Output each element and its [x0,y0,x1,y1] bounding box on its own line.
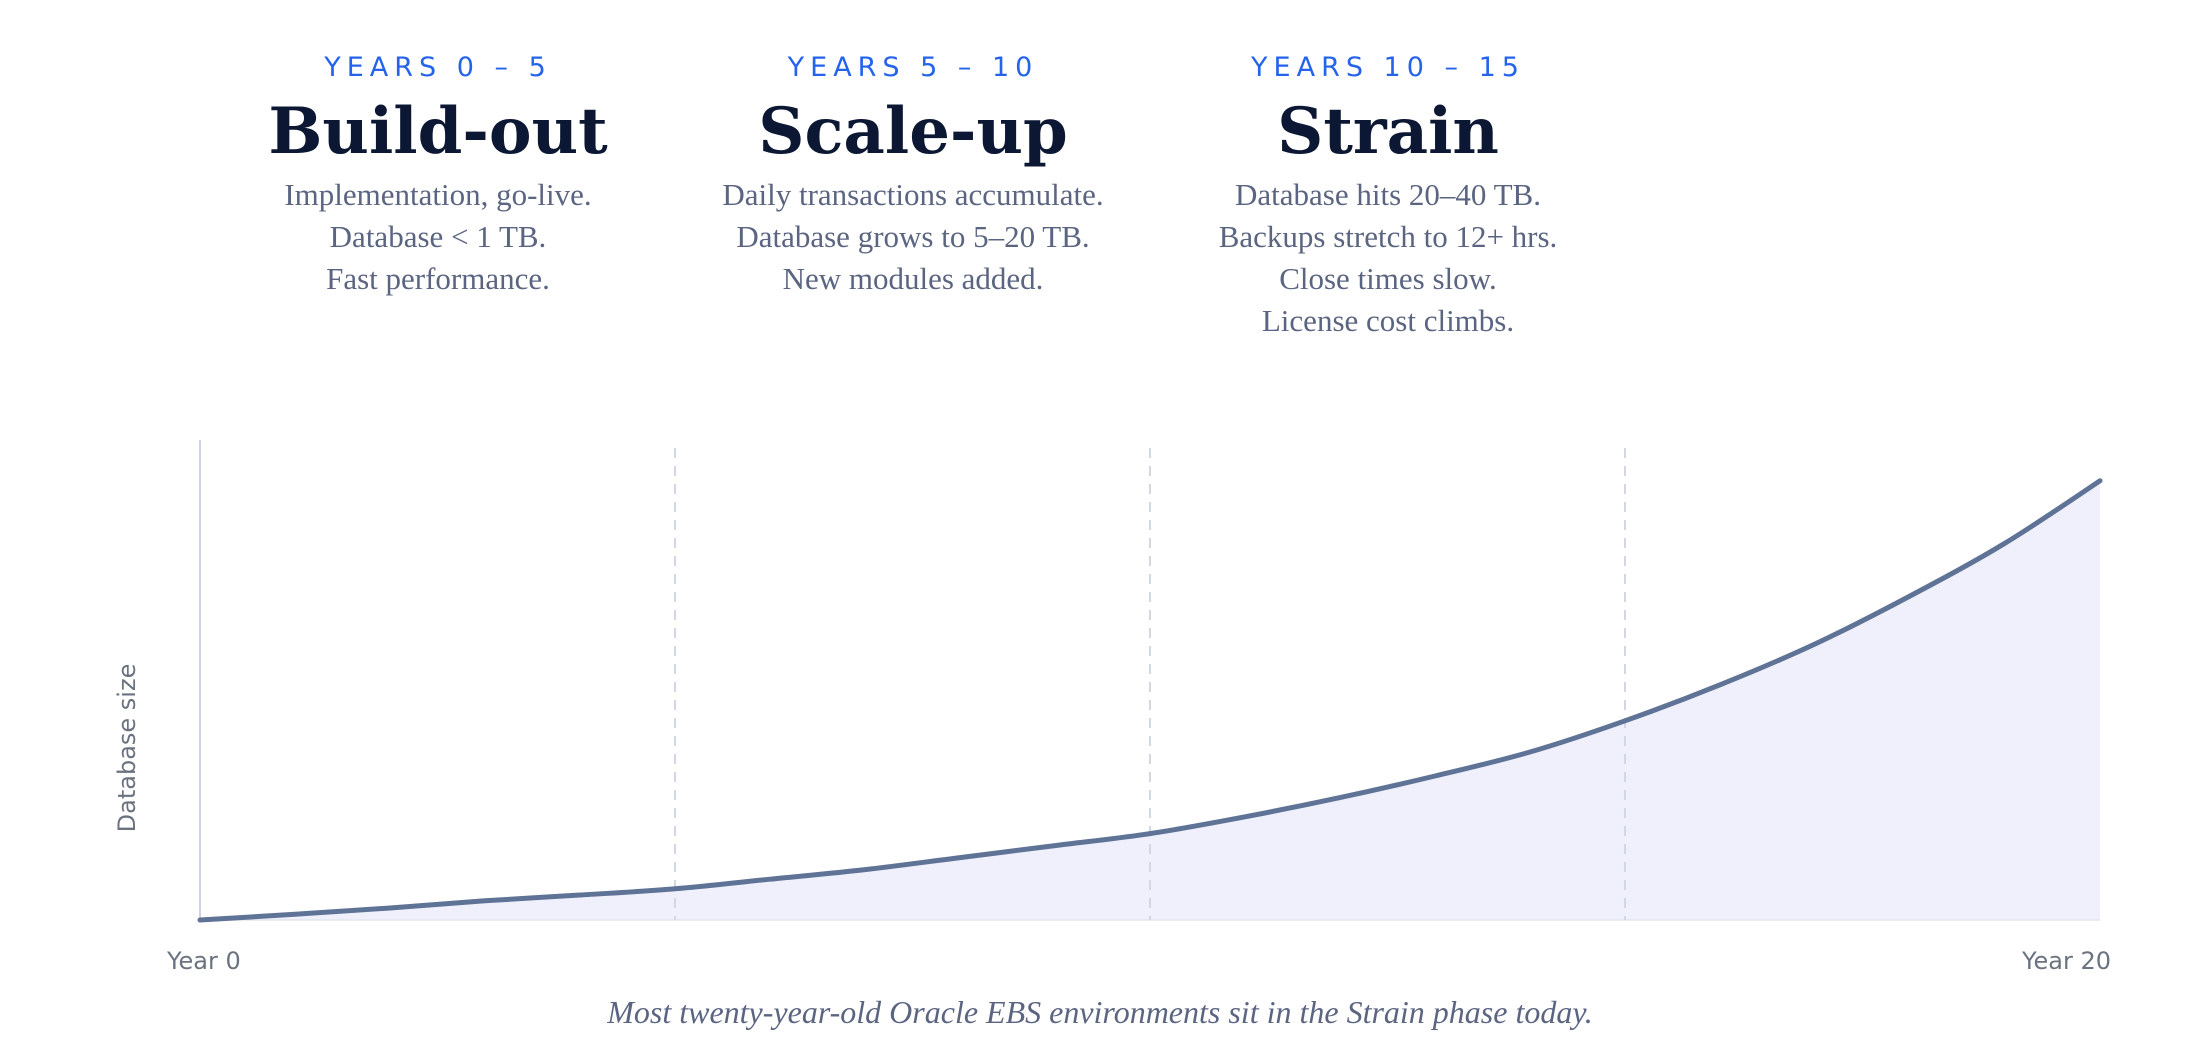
phase-description-line: License cost climbs. [1261,303,1515,338]
phase-years-label: YEARS 5 – 10 [787,52,1039,83]
phase-description-line: Implementation, go-live. [284,177,592,212]
phase-description: Database hits 20–40 TB. Backups stretch … [1148,174,1628,342]
phase-strain: YEARS 10 – 15 Strain Database hits 20–40… [1148,48,1628,342]
phase-title: Strain [1277,94,1499,169]
phase-description-line: Database hits 20–40 TB. [1235,177,1541,212]
phase-description: Daily transactions accumulate. Database … [673,174,1153,300]
phase-build-out: YEARS 0 – 5 Build-out Implementation, go… [198,48,678,300]
chart-caption: Most twenty-year-old Oracle EBS environm… [607,994,1593,1030]
phase-description-line: Database < 1 TB. [329,219,547,254]
phase-description-line: Backups stretch to 12+ hrs. [1218,219,1558,254]
phase-description-line: Database grows to 5–20 TB. [736,219,1090,254]
phase-scale-up: YEARS 5 – 10 Scale-up Daily transactions… [673,48,1153,300]
phase-title: Build-out [268,94,608,169]
phase-years-label: YEARS 10 – 15 [1251,52,1525,83]
y-axis-label: Database size [113,664,141,833]
phase-description-line: New modules added. [782,261,1044,296]
phase-description: Implementation, go-live. Database < 1 TB… [198,174,678,300]
x-tick-label-end: Year 20 [2021,947,2111,975]
x-tick-label-start: Year 0 [166,947,241,975]
phase-description-line: Daily transactions accumulate. [722,177,1104,212]
phase-years-label: YEARS 0 – 5 [324,52,552,83]
chart-plot-area [197,440,2103,923]
phase-description-line: Fast performance. [326,261,550,296]
phase-description-line: Close times slow. [1279,261,1497,296]
series-line-database-size [197,478,2103,923]
phase-title: Scale-up [758,94,1068,169]
